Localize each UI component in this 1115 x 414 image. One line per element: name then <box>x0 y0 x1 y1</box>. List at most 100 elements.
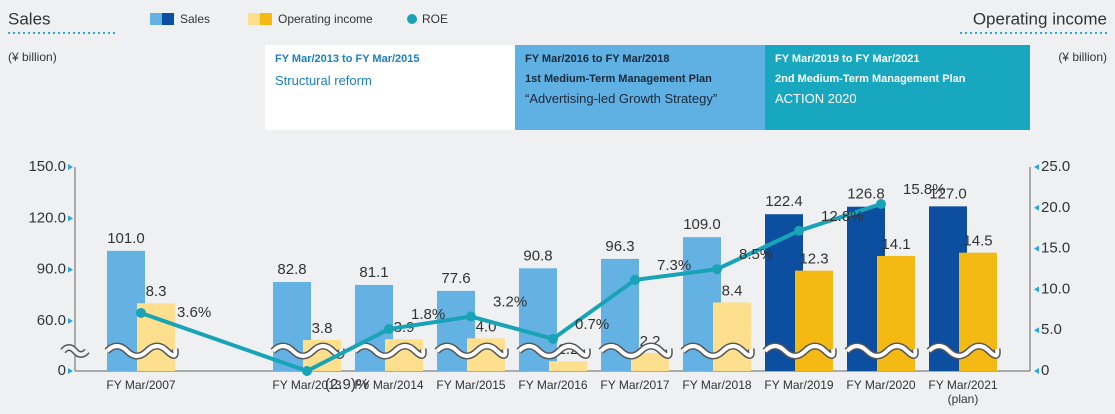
value-label: 14.1 <box>881 236 910 253</box>
value-label: 3.2% <box>493 293 527 310</box>
y-tick <box>68 318 73 324</box>
roe-point <box>794 225 804 236</box>
axis-break <box>517 344 590 358</box>
x-tick-label: FY Mar/2015 <box>436 378 506 392</box>
value-label: 122.4 <box>765 193 803 210</box>
value-label: 8.3 <box>146 283 167 300</box>
period-line: Structural reform <box>275 73 372 88</box>
roe-point <box>302 366 312 376</box>
bar <box>713 302 751 371</box>
left-unit: (¥ billion) <box>8 50 57 64</box>
left-title: Sales <box>8 9 51 28</box>
y-tick-label: 120.0 <box>28 209 66 226</box>
value-label: 109.0 <box>683 216 721 233</box>
y2-tick <box>1034 368 1039 374</box>
y2-tick-label: 5.0 <box>1041 321 1062 338</box>
value-label: 82.8 <box>277 261 306 278</box>
y2-tick-label: 10.0 <box>1041 280 1070 297</box>
axis-break <box>105 344 178 358</box>
period-line: 1st Medium-Term Management Plan <box>525 73 712 85</box>
period-box: FY Mar/2016 to FY Mar/2018 1st Medium-Ter… <box>515 45 765 130</box>
x-tick-label: FY Mar/2018 <box>682 378 752 392</box>
period-range: FY Mar/2016 to FY Mar/2018 <box>525 53 670 65</box>
value-label: 77.6 <box>441 270 470 287</box>
roe-point <box>466 311 476 322</box>
axis-break <box>927 344 1000 358</box>
right-unit: (¥ billion) <box>1058 50 1107 64</box>
value-label: (2.9)% <box>325 376 369 393</box>
value-label: 12.3 <box>799 251 828 268</box>
bar <box>631 353 669 371</box>
value-label: 14.5 <box>963 233 992 250</box>
y2-tick <box>1034 327 1039 334</box>
y2-tick <box>1034 164 1039 170</box>
period-box: FY Mar/2019 to FY Mar/2021 2nd Medium-Ter… <box>765 45 1030 130</box>
x-tick-label: FY Mar/2007 <box>106 378 176 392</box>
period-box: FY Mar/2013 to FY Mar/2015 Structural ref… <box>265 45 515 130</box>
period-range: FY Mar/2013 to FY Mar/2015 <box>275 53 420 65</box>
y-tick <box>68 368 73 374</box>
axis-break <box>61 345 89 357</box>
y-tick <box>68 215 73 222</box>
legend-label: Operating income <box>278 12 373 26</box>
axis-break <box>681 344 754 358</box>
roe-point <box>876 199 886 209</box>
value-label: 3.8 <box>312 320 333 337</box>
period-line: “Advertising-led Growth Strategy” <box>525 91 718 106</box>
value-label: 7.3% <box>657 257 691 274</box>
x-tick-label: FY Mar/2017 <box>600 378 670 392</box>
y2-tick-label: 25.0 <box>1041 158 1070 175</box>
value-label: 1.8% <box>411 306 445 323</box>
axis-break <box>845 344 918 358</box>
legend-label: Sales <box>180 12 210 26</box>
y2-tick-label: 0 <box>1041 362 1049 379</box>
period-line: ACTION 2020 <box>775 91 857 106</box>
y-tick-label: 150.0 <box>28 158 66 175</box>
legend-swatch <box>162 13 174 25</box>
x-tick-label: FY Mar/2014 <box>354 378 424 392</box>
value-label: 8.5% <box>739 246 773 263</box>
roe-point <box>712 264 722 275</box>
y-tick-label: 60.0 <box>37 312 66 329</box>
right-title: Operating income <box>973 9 1107 28</box>
y2-tick-label: 20.0 <box>1041 199 1070 216</box>
y-tick <box>68 266 73 273</box>
y2-tick <box>1034 204 1039 211</box>
x-tick-label: FY Mar/2013 <box>272 378 342 392</box>
roe-point <box>630 274 640 285</box>
y-tick <box>68 164 73 170</box>
axis-break <box>763 344 836 358</box>
period-line: 2nd Medium-Term Management Plan <box>775 73 966 85</box>
roe-point <box>548 333 558 344</box>
value-label: 126.8 <box>847 186 885 203</box>
roe-point <box>136 307 146 318</box>
value-label: 8.4 <box>722 282 743 299</box>
legend-swatch <box>407 14 417 24</box>
roe-point <box>384 324 394 335</box>
value-label: 12.8% <box>821 208 864 225</box>
axis-break <box>435 344 508 358</box>
value-label: 96.3 <box>605 238 634 255</box>
y-tick-label: 0 <box>58 362 66 379</box>
y-tick-label: 90.0 <box>37 261 66 278</box>
y2-tick <box>1034 245 1039 252</box>
y2-tick <box>1034 286 1039 293</box>
value-label: 90.8 <box>523 247 552 264</box>
bar <box>549 361 587 371</box>
period-range: FY Mar/2019 to FY Mar/2021 <box>775 53 920 65</box>
axis-break <box>353 344 426 358</box>
value-label: 0.7% <box>575 316 609 333</box>
value-label: 127.0 <box>929 185 967 202</box>
value-label: 3.6% <box>177 304 211 321</box>
x-tick-label: FY Mar/2016 <box>518 378 588 392</box>
x-tick-label: FY Mar/2020 <box>846 378 916 392</box>
value-label: 15.8% <box>903 181 946 198</box>
legend-label: ROE <box>422 12 448 26</box>
value-label: 81.1 <box>359 264 388 281</box>
legend-swatch <box>248 13 260 25</box>
x-tick-label: FY Mar/2019 <box>764 378 834 392</box>
legend-swatch <box>260 13 272 25</box>
value-label: 101.0 <box>107 230 145 247</box>
